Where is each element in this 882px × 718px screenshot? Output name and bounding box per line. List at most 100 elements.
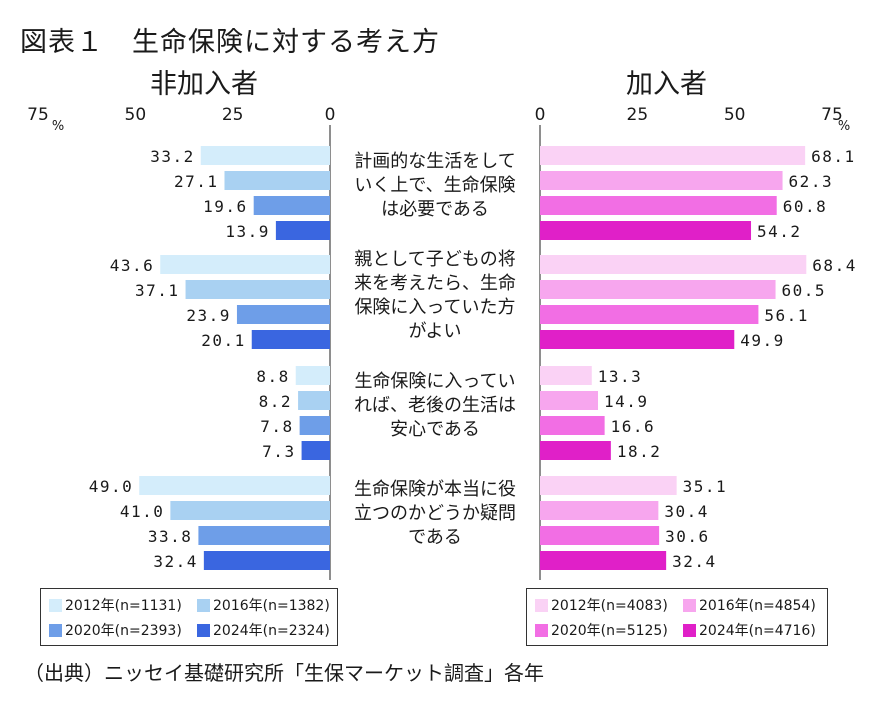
subscriber-value-label: 16.6 (611, 417, 656, 436)
subscriber-value-label: 60.8 (783, 197, 828, 216)
subscriber-value-label: 49.9 (740, 331, 785, 350)
subscriber-value-label: 60.5 (782, 281, 827, 300)
legend-swatch (49, 623, 62, 637)
legend-swatch (683, 598, 696, 612)
non-subscriber-value-label: 27.1 (174, 172, 219, 191)
legend-subscribers: 2012年(n=4083) 2016年(n=4854) 2020年(n=5125) 2… (526, 588, 828, 646)
right-tick-label: 50 (724, 105, 746, 125)
subscriber-bar (540, 196, 777, 215)
category-label-line: 来を考えたら、生命 (354, 273, 516, 294)
non-subscriber-value-label: 23.9 (186, 306, 231, 325)
legend-label: 2016年(n=4854) (699, 598, 816, 614)
legend-label: 2012年(n=1131) (65, 598, 182, 614)
subscriber-bar (540, 551, 667, 570)
subscriber-bar (540, 476, 677, 495)
subscriber-bar (540, 146, 806, 165)
right-axis-unit: % (838, 119, 850, 134)
subscriber-value-label: 13.3 (598, 367, 643, 386)
legend-label: 2024年(n=4716) (699, 623, 816, 639)
category-label-line: 安心である (390, 419, 480, 440)
subscriber-bar (540, 441, 611, 460)
category-label-line: 生命保険に入ってい (354, 371, 516, 392)
subscriber-bar (540, 391, 599, 410)
left-tick-label: 25 (222, 105, 244, 125)
non-subscriber-bar (203, 551, 330, 570)
non-subscriber-bar (253, 196, 330, 215)
right-tick-label: 0 (535, 105, 546, 125)
legend-swatch (197, 623, 210, 637)
non-subscriber-value-label: 20.1 (201, 331, 246, 350)
legend-item: 2020年(n=2393) (49, 620, 182, 640)
left-tick-label: 0 (325, 105, 336, 125)
subscriber-value-label: 54.2 (757, 222, 802, 241)
legend-item: 2012年(n=4083) (535, 595, 668, 615)
non-subscriber-bar (139, 476, 330, 495)
right-tick-label: 25 (627, 105, 649, 125)
subscriber-value-label: 30.4 (664, 502, 709, 521)
legend-label: 2024年(n=2324) (213, 623, 330, 639)
non-subscriber-value-label: 49.0 (89, 477, 134, 496)
non-subscriber-bar (299, 416, 330, 435)
subscriber-bar (540, 366, 592, 385)
category-label-line: 生命保険が本当に役 (354, 479, 516, 500)
legend-label: 2020年(n=2393) (65, 623, 182, 639)
subscriber-value-label: 30.6 (665, 527, 710, 546)
subscriber-value-label: 32.4 (672, 552, 717, 571)
non-subscriber-bar (160, 255, 330, 274)
legend-label: 2016年(n=1382) (213, 598, 330, 614)
subscriber-bar (540, 501, 659, 520)
non-subscriber-bar (185, 280, 330, 299)
non-subscriber-bar (198, 526, 330, 545)
non-subscriber-bar (236, 305, 330, 324)
subscriber-bar (540, 305, 759, 324)
subscriber-bar (540, 221, 752, 240)
non-subscriber-value-label: 8.2 (259, 392, 292, 411)
non-subscriber-value-label: 8.8 (256, 367, 289, 386)
non-subscriber-bar (170, 501, 330, 520)
non-subscriber-value-label: 33.8 (148, 527, 193, 546)
non-subscriber-value-label: 32.4 (153, 552, 198, 571)
figure-title: 図表１ 生命保険に対する考え方 (20, 27, 440, 58)
non-subscriber-value-label: 7.8 (260, 417, 293, 436)
legend-swatch (197, 598, 210, 612)
non-subscriber-value-label: 41.0 (120, 502, 165, 521)
legend-item: 2016年(n=1382) (197, 595, 330, 615)
category-label-line: がよい (408, 321, 462, 342)
category-label: 親として子どもの将 来を考えたら、生命 保険に入っていた方 がよい (340, 248, 530, 344)
non-subscriber-bar (200, 146, 330, 165)
category-label-line: は必要である (381, 199, 489, 220)
category-label-line: 計画的な生活をして (354, 151, 516, 172)
subscriber-value-label: 35.1 (683, 477, 728, 496)
subscriber-bar (540, 416, 605, 435)
subscriber-value-label: 68.4 (812, 256, 857, 275)
legend-swatch (535, 623, 548, 637)
subscriber-value-label: 68.1 (811, 147, 856, 166)
non-subscriber-bar (298, 391, 330, 410)
non-subscriber-value-label: 33.2 (150, 147, 195, 166)
category-label: 計画的な生活をして いく上で、生命保険 は必要である (340, 150, 530, 222)
category-label-line: 立つのかどうか疑問 (354, 503, 516, 524)
subscriber-value-label: 62.3 (789, 172, 834, 191)
subscriber-value-label: 18.2 (617, 442, 662, 461)
legend-item: 2020年(n=5125) (535, 620, 668, 640)
legend-item: 2016年(n=4854) (683, 595, 816, 615)
non-subscriber-value-label: 19.6 (203, 197, 248, 216)
subscriber-value-label: 56.1 (764, 306, 809, 325)
non-subscriber-bar (295, 366, 330, 385)
category-label-line: である (408, 527, 462, 548)
non-subscriber-bar (275, 221, 330, 240)
non-subscriber-bar (224, 171, 330, 190)
subscriber-bar (540, 330, 735, 349)
non-subscriber-value-label: 7.3 (262, 442, 295, 461)
left-tick-label: 50 (125, 105, 147, 125)
non-subscriber-value-label: 13.9 (225, 222, 270, 241)
legend-item: 2012年(n=1131) (49, 595, 182, 615)
non-subscriber-panel-title: 非加入者 (150, 69, 258, 100)
legend-non-subscribers: 2012年(n=1131) 2016年(n=1382) 2020年(n=2393) 2… (40, 588, 338, 646)
category-label-line: 親として子どもの将 (354, 249, 516, 270)
subscriber-panel-title: 加入者 (626, 69, 707, 100)
source-note: （出典）ニッセイ基礎研究所「生保マーケット調査」各年 (24, 661, 544, 685)
non-subscriber-bar (251, 330, 330, 349)
category-label-line: いく上で、生命保険 (354, 175, 516, 196)
